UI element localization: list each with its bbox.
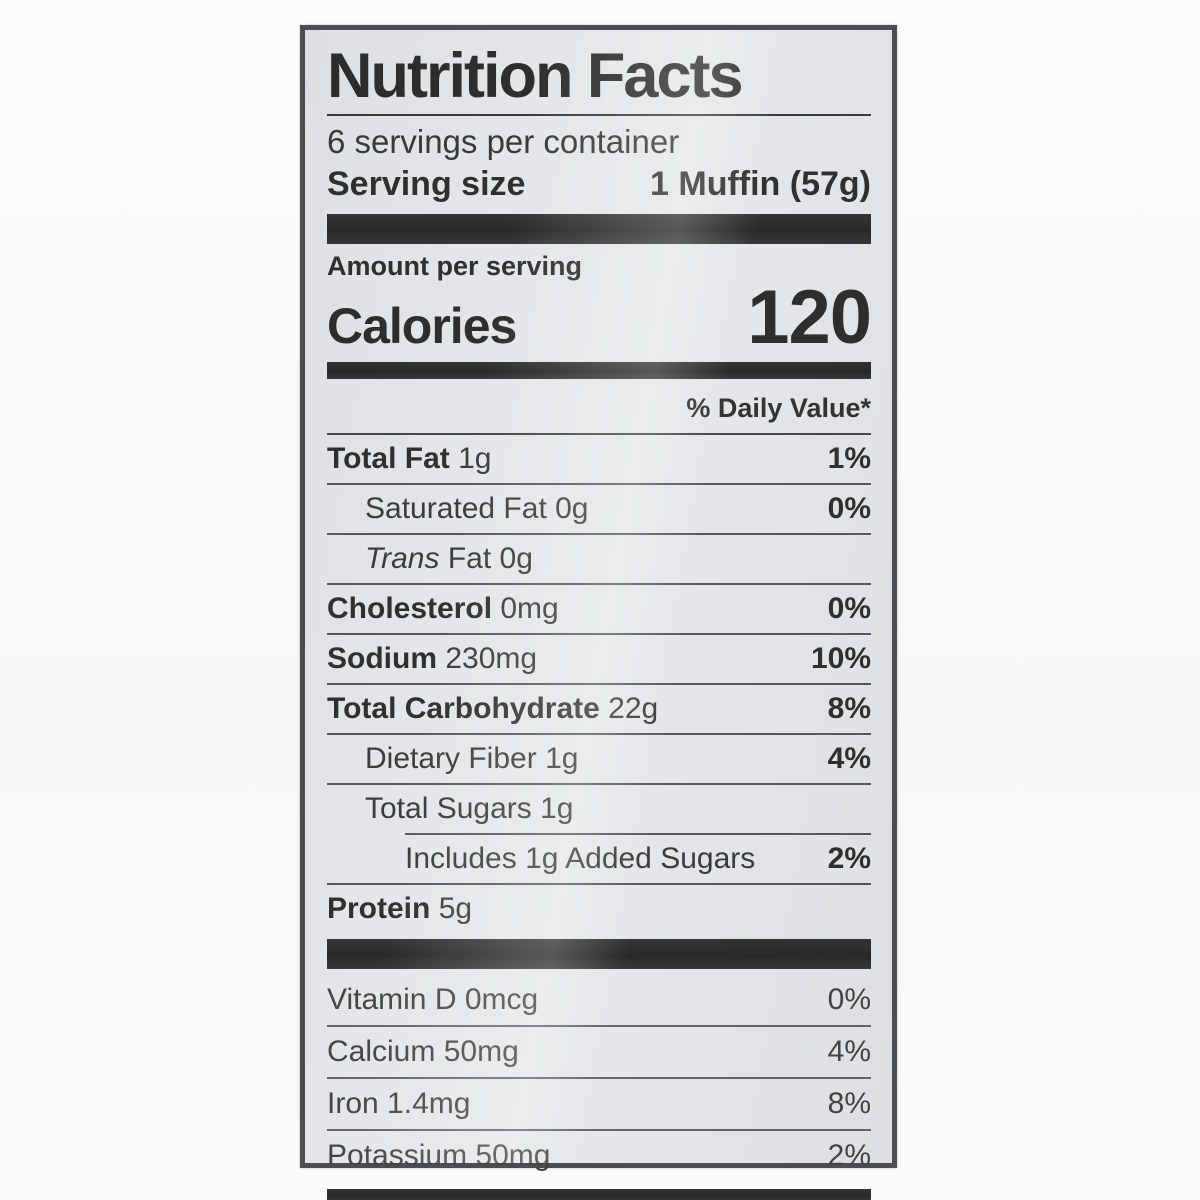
- nutrient-name: Fat: [447, 541, 492, 575]
- nutrient-name: Protein: [327, 891, 431, 925]
- vitamin-row-calcium: Calcium 50mg 4%: [327, 1024, 871, 1077]
- nutrient-row-total-sugars: Total Sugars 1g: [327, 782, 871, 833]
- vitamin-name: Iron: [327, 1086, 379, 1120]
- nutrient-dv: 0%: [827, 491, 871, 525]
- vitamin-dv: 4%: [827, 1034, 871, 1068]
- nutrient-dv: 8%: [827, 691, 871, 725]
- label-title: Nutrition Facts: [327, 41, 744, 111]
- nutrient-name: Dietary Fiber: [365, 741, 537, 775]
- vitamin-row-iron: Iron 1.4mg 8%: [327, 1076, 871, 1129]
- nutrient-amount: 5g: [438, 891, 473, 925]
- vitamin-row-potassium: Potassium 50mg 2%: [327, 1128, 871, 1181]
- calories-value: 120: [747, 274, 872, 360]
- nutrient-rows: Total Fat 1g 1% Saturated Fat 0g 0% Tran…: [327, 435, 871, 933]
- vitamin-name: Potassium: [327, 1138, 468, 1172]
- nutrient-amount: 0mg: [500, 591, 559, 625]
- serving-size-value: 1 Muffin (57g): [650, 165, 871, 204]
- added-sugars-indent-wrap: Includes 1g Added Sugars 2%: [405, 832, 871, 883]
- nutrient-row-trans-fat: Trans Fat 0g: [327, 532, 871, 583]
- nutrient-name: Saturated Fat: [365, 491, 547, 525]
- nutrient-amount: 1g: [545, 741, 579, 775]
- nutrient-amount: 1g: [458, 441, 492, 475]
- nutrient-row-total-carbohydrate: Total Carbohydrate 22g 8%: [327, 682, 871, 733]
- nutrition-facts-label: Nutrition Facts 6 servings per container…: [300, 25, 897, 1200]
- vitamin-amount: 50mg: [443, 1034, 519, 1068]
- nutrient-name: Total Fat: [327, 441, 450, 475]
- nutrient-row-saturated-fat: Saturated Fat 0g 0%: [327, 482, 871, 533]
- nutrient-amount: 230mg: [445, 641, 538, 675]
- nutrient-name: Sodium: [327, 641, 437, 675]
- vitamin-row-vitamin-d: Vitamin D 0mcg 0%: [327, 975, 871, 1025]
- nutrient-row-dietary-fiber: Dietary Fiber 1g 4%: [327, 732, 871, 783]
- nutrient-row-cholesterol: Cholesterol 0mg 0%: [327, 582, 871, 633]
- vitamin-dv: 0%: [827, 982, 871, 1016]
- nutrient-name-italic: Trans: [365, 541, 440, 575]
- nutrient-row-added-sugars: Includes 1g Added Sugars 2%: [405, 835, 871, 883]
- nutrient-dv: 4%: [827, 741, 871, 775]
- nutrient-name: Cholesterol: [327, 591, 493, 625]
- section-divider-bar: [327, 361, 871, 379]
- nutrient-name: Includes 1g Added Sugars: [405, 841, 756, 875]
- nutrient-name: Total Sugars: [365, 791, 532, 825]
- vitamin-amount: 50mg: [475, 1138, 551, 1172]
- nutrient-dv: 1%: [827, 441, 871, 475]
- section-divider-bar: [327, 213, 871, 244]
- vitamin-dv: 2%: [827, 1138, 871, 1172]
- nutrient-amount: 1g: [540, 791, 574, 825]
- serving-size-label: Serving size: [327, 165, 526, 204]
- calories-label: Calories: [327, 297, 517, 354]
- calories-row: Calories 120: [327, 274, 872, 360]
- vitamin-name: Vitamin D: [327, 982, 457, 1016]
- servings-per-container: 6 servings per container: [327, 123, 680, 161]
- nutrient-row-protein: Protein 5g: [327, 882, 871, 933]
- section-divider-bar: [327, 1188, 871, 1200]
- section-divider-bar: [327, 938, 871, 969]
- nutrient-row-total-fat: Total Fat 1g 1%: [327, 435, 871, 483]
- nutrient-name: Total Carbohydrate: [327, 691, 600, 725]
- daily-value-header: % Daily Value*: [327, 385, 871, 435]
- serving-size-row: Serving size 1 Muffin (57g): [327, 164, 871, 205]
- vitamin-amount: 1.4mg: [387, 1086, 471, 1120]
- nutrient-row-sodium: Sodium 230mg 10%: [327, 632, 871, 683]
- nutrient-dv: 10%: [810, 641, 871, 675]
- vitamin-dv: 8%: [827, 1086, 871, 1120]
- nutrient-amount: 0g: [555, 491, 589, 525]
- nutrient-dv: 2%: [827, 841, 871, 875]
- vitamin-amount: 0mcg: [464, 982, 539, 1016]
- nutrient-amount: 0g: [499, 541, 533, 575]
- nutrient-dv: 0%: [827, 591, 871, 625]
- vitamin-name: Calcium: [327, 1034, 436, 1068]
- title-divider: [327, 114, 871, 117]
- vitamin-rows: Vitamin D 0mcg 0% Calcium 50mg 4% Iron 1…: [327, 975, 871, 1181]
- amount-per-serving-label: Amount per serving: [327, 250, 583, 281]
- nutrient-amount: 22g: [608, 691, 659, 725]
